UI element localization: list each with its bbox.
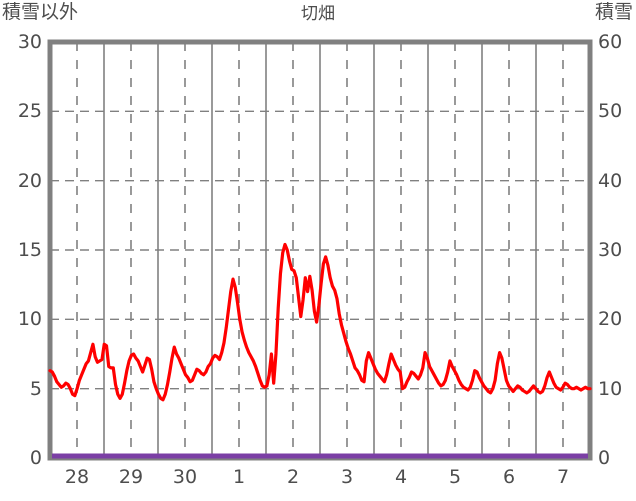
right-tick-0: 0 xyxy=(598,447,611,469)
right-axis-title: 積雪 xyxy=(594,1,633,23)
right-tick-10: 10 xyxy=(598,377,623,400)
left-axis-title: 積雪以外 xyxy=(2,1,79,23)
x-tick-1: 1 xyxy=(232,466,246,488)
x-tick-5: 5 xyxy=(448,466,462,488)
x-tick-4: 4 xyxy=(394,466,408,488)
left-tick-10: 10 xyxy=(17,308,42,331)
x-tick-29: 29 xyxy=(118,466,144,488)
x-tick-6: 6 xyxy=(502,466,516,488)
right-tick-20: 20 xyxy=(598,308,623,331)
left-tick-25: 25 xyxy=(17,100,42,123)
right-tick-60: 60 xyxy=(598,31,623,53)
right-tick-40: 40 xyxy=(598,169,623,192)
x-tick-28: 28 xyxy=(64,466,90,488)
left-tick-0: 0 xyxy=(29,447,42,469)
left-tick-30: 30 xyxy=(17,31,42,53)
x-tick-2: 2 xyxy=(286,466,300,488)
left-tick-15: 15 xyxy=(17,239,42,261)
right-tick-30: 30 xyxy=(598,239,623,261)
x-tick-7: 7 xyxy=(556,466,570,488)
left-tick-5: 5 xyxy=(29,377,42,400)
right-tick-50: 50 xyxy=(598,100,623,123)
chart-title: 切畑 xyxy=(301,4,335,24)
data-series xyxy=(48,242,592,459)
left-tick-20: 20 xyxy=(17,169,42,192)
gridlines xyxy=(50,42,590,458)
x-tick-30: 30 xyxy=(172,466,198,488)
x-tick-3: 3 xyxy=(340,466,354,488)
